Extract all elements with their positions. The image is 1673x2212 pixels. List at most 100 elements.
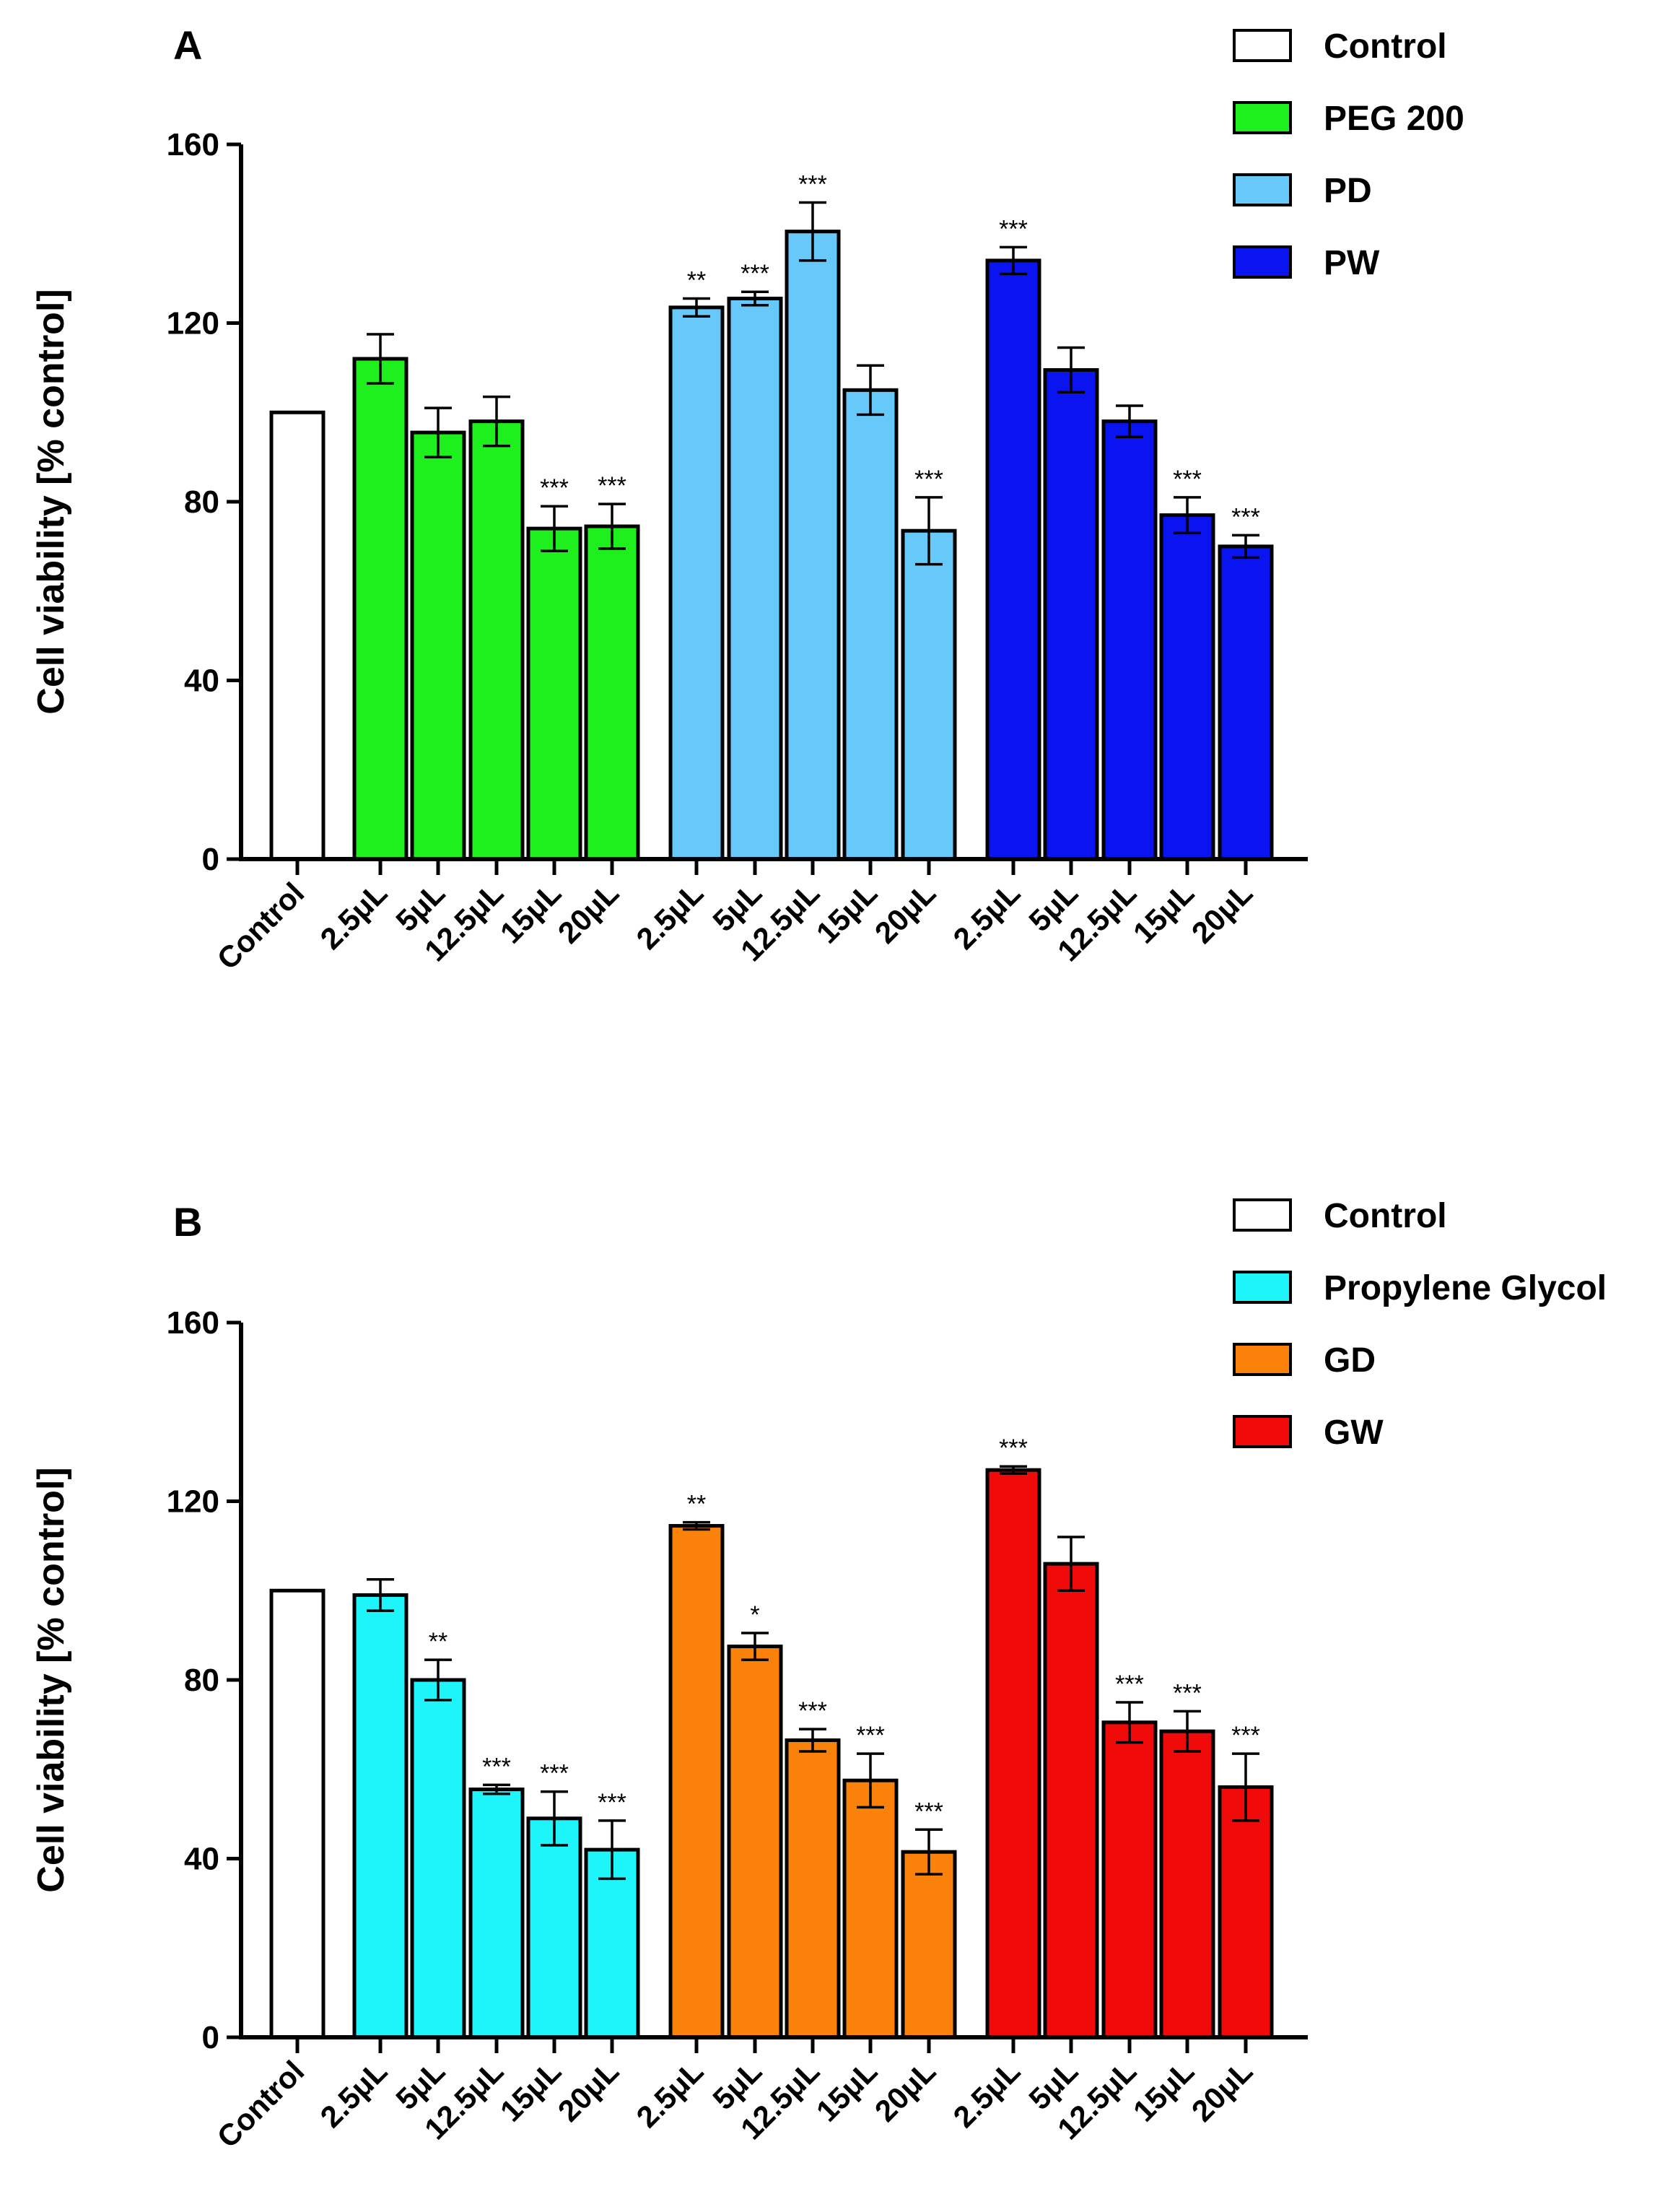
bar xyxy=(1218,1785,1274,2039)
significance-label: *** xyxy=(798,170,827,198)
bar xyxy=(1101,419,1158,861)
bar xyxy=(985,1468,1041,2039)
x-tick-label: 15μL xyxy=(1127,876,1201,950)
bar xyxy=(901,528,957,861)
significance-label: *** xyxy=(999,1434,1028,1462)
y-tick-label: 120 xyxy=(167,306,219,341)
x-tick-label: 15μL xyxy=(1127,2054,1201,2128)
x-tick-label: 15μL xyxy=(494,876,568,950)
bar xyxy=(526,1816,582,2039)
legend-label: GW xyxy=(1324,1414,1384,1452)
bar xyxy=(842,1778,899,2039)
bar xyxy=(985,258,1041,861)
legend-swatch xyxy=(1233,173,1292,206)
x-tick-label: 15μL xyxy=(810,876,884,950)
significance-label: *** xyxy=(914,466,943,493)
x-tick-label: Control xyxy=(211,876,311,976)
panel-letter: A xyxy=(173,22,202,68)
significance-label: *** xyxy=(798,1697,827,1725)
bar xyxy=(1043,1562,1099,2039)
legend: Control Propylene Glycol GD GW xyxy=(1233,1197,1607,1452)
bar xyxy=(842,388,899,861)
x-tick-label: 20μL xyxy=(1185,2054,1259,2128)
significance-label: * xyxy=(750,1601,759,1629)
legend-swatch xyxy=(1233,1198,1292,1232)
significance-label: *** xyxy=(598,472,626,500)
legend-label: PW xyxy=(1324,244,1380,282)
significance-label: *** xyxy=(482,1753,511,1780)
significance-label: ** xyxy=(687,266,706,294)
significance-label: *** xyxy=(540,1760,569,1788)
bar xyxy=(727,296,783,861)
significance-label: *** xyxy=(1173,1679,1202,1707)
significance-label: *** xyxy=(1173,466,1202,493)
legend-label: PEG 200 xyxy=(1324,100,1464,138)
legend-swatch xyxy=(1233,1271,1292,1304)
significance-label: ** xyxy=(687,1491,706,1518)
y-tick-label: 40 xyxy=(184,663,219,699)
bar xyxy=(526,526,582,861)
legend-swatch xyxy=(1233,245,1292,279)
bar xyxy=(668,1524,725,2039)
bar xyxy=(1043,367,1099,861)
significance-label: *** xyxy=(1231,503,1260,531)
bar xyxy=(410,1678,466,2039)
bar xyxy=(668,305,725,861)
legend-label: Control xyxy=(1324,27,1447,66)
y-tick-label: 40 xyxy=(184,1842,219,1877)
legend-swatch xyxy=(1233,101,1292,134)
significance-label: *** xyxy=(1115,1671,1144,1698)
legend-label: Control xyxy=(1324,1197,1447,1235)
bar xyxy=(352,357,409,861)
x-tick-label: 20μL xyxy=(868,876,943,950)
x-tick-label: 20μL xyxy=(1185,876,1259,950)
x-tick-label: 2.5μL xyxy=(314,2054,394,2134)
x-tick-label: 2.5μL xyxy=(947,876,1027,956)
bar xyxy=(785,230,841,861)
y-tick-label: 80 xyxy=(184,1663,219,1698)
bar xyxy=(584,524,640,861)
significance-label: *** xyxy=(540,474,569,502)
x-tick-label: 2.5μL xyxy=(314,876,394,956)
bar xyxy=(468,419,525,861)
significance-label: *** xyxy=(1231,1722,1260,1749)
bar xyxy=(1101,1720,1158,2039)
x-tick-label: 2.5μL xyxy=(947,2054,1027,2134)
legend-swatch xyxy=(1233,29,1292,62)
y-tick-label: 0 xyxy=(202,2020,219,2055)
y-tick-label: 160 xyxy=(167,1305,219,1341)
x-tick-label: 20μL xyxy=(868,2054,943,2128)
bar xyxy=(901,1850,957,2039)
significance-label: *** xyxy=(856,1722,885,1749)
bar xyxy=(352,1593,409,2039)
x-tick-label: 20μL xyxy=(551,2054,626,2128)
significance-label: *** xyxy=(914,1798,943,1825)
bar xyxy=(1159,1729,1215,2039)
x-tick-label: 15μL xyxy=(810,2054,884,2128)
legend-label: Propylene Glycol xyxy=(1324,1269,1607,1307)
legend: Control PEG 200 PD PW xyxy=(1233,27,1464,282)
panel-letter: B xyxy=(173,1199,202,1245)
legend-swatch xyxy=(1233,1415,1292,1448)
significance-label: *** xyxy=(741,260,769,287)
legend-swatch xyxy=(1233,1343,1292,1376)
x-tick-label: Control xyxy=(211,2054,311,2154)
bar xyxy=(468,1788,525,2039)
y-tick-label: 120 xyxy=(167,1484,219,1520)
legend-label: GD xyxy=(1324,1341,1376,1380)
significance-label: *** xyxy=(598,1789,626,1816)
significance-label: *** xyxy=(999,215,1028,243)
bar xyxy=(1159,513,1215,861)
y-tick-label: 80 xyxy=(184,484,219,520)
x-tick-label: 2.5μL xyxy=(630,2054,710,2134)
bar xyxy=(727,1645,783,2039)
legend-label: PD xyxy=(1324,172,1372,210)
y-axis-label: Cell viability [% control] xyxy=(30,289,72,714)
bar xyxy=(785,1738,841,2039)
bar xyxy=(269,1588,326,2039)
x-tick-label: 20μL xyxy=(551,876,626,950)
x-tick-label: 15μL xyxy=(494,2054,568,2128)
